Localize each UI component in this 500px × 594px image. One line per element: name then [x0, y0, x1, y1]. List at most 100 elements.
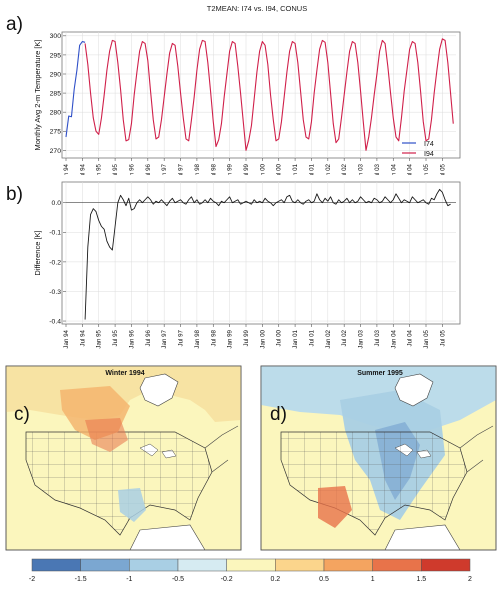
x-tick-label: Jan 98	[194, 329, 201, 348]
y-tick-label: 285	[50, 90, 62, 97]
y-ticks-a: 270 275 280 285 290 295 300	[50, 33, 66, 155]
legend-label-i74: I74	[424, 141, 434, 148]
series-line-difference	[84, 188, 451, 320]
y-tick-label: -0.1	[49, 230, 61, 237]
warm-anomaly-d	[318, 486, 352, 528]
figure-title: T2MEAN: I74 vs. I94, CONUS	[207, 4, 307, 13]
y-axis-label-b: Difference [K]	[33, 230, 42, 275]
colorbar-labels: -2 -1.5 -1 -0.5 -0.2 0.2 0.5 1 1.5 2	[29, 576, 472, 583]
y-tick-label: 275	[50, 129, 62, 136]
x-tick-label: Jan 97	[161, 329, 168, 348]
x-tick-label: Jan 03	[358, 163, 365, 175]
y-ticks-b: 0.0 -0.1 -0.2 -0.3 -0.4	[49, 200, 66, 325]
panel-label-c: c)	[14, 404, 30, 425]
colorbar-bin	[323, 558, 373, 572]
colorbar-bin	[177, 558, 227, 572]
x-tick-label: Jul 94	[79, 163, 86, 175]
x-tick-label: Jan 01	[292, 163, 299, 175]
x-tick-label: Jan 02	[325, 329, 332, 348]
x-tick-label: Jul 00	[276, 163, 283, 175]
maps-svg: Winter 1994 c) Summer 1995 d)	[5, 365, 497, 551]
x-tick-label: Jul 96	[145, 163, 152, 175]
y-tick-label: -0.4	[49, 318, 61, 325]
x-tick-label: Jul 95	[112, 329, 119, 346]
x-tick-label: Jan 99	[227, 329, 234, 348]
series-line-i74	[65, 40, 86, 138]
hudson-bay-c	[139, 373, 179, 407]
map-panels: Winter 1994 c) Summer 1995 d)	[0, 360, 500, 555]
x-tick-label: Jan 95	[96, 329, 103, 348]
x-tick-label: Jul 97	[178, 329, 185, 346]
gridlines-b	[65, 182, 456, 324]
x-tick-label: Jul 98	[210, 163, 217, 175]
y-tick-label: 270	[50, 148, 62, 155]
colorbar-bin	[421, 558, 471, 572]
colorbar-bin	[372, 558, 422, 572]
map-title-c: Winter 1994	[105, 370, 144, 377]
panel-label-a: a)	[6, 14, 23, 35]
y-tick-label: 290	[50, 71, 62, 78]
x-tick-label: Jan 95	[96, 163, 103, 175]
colorbar-tick-label: 2	[468, 576, 472, 583]
x-tick-label: Jul 94	[79, 329, 86, 346]
x-tick-label: Jul 01	[308, 163, 315, 175]
series-line-i94	[84, 38, 454, 151]
x-tick-label: Jan 94	[63, 329, 70, 348]
series-lines-a	[65, 38, 454, 151]
y-tick-label: 295	[50, 52, 62, 59]
panel-b: b) 0.0 -0.1 -0.2 -0.3 -0.4 Jan 94 Jul 94 Jan 9…	[0, 175, 500, 350]
x-tick-label: Jul 02	[341, 329, 348, 346]
panel-label-d: d)	[270, 404, 287, 425]
y-axis-label-a: Monthly Avg 2-m Temperature [K]	[33, 39, 42, 150]
colorbar-bin	[275, 558, 325, 572]
x-tick-label: Jul 98	[210, 329, 217, 346]
x-tick-label: Jan 97	[161, 163, 168, 175]
hudson-bay-d	[394, 373, 434, 407]
x-tick-label: Jan 01	[292, 329, 299, 348]
x-tick-label: Jan 98	[194, 163, 201, 175]
legend-a: I74 I94	[402, 141, 434, 158]
x-tick-label: Jul 05	[439, 329, 446, 346]
x-tick-label: Jul 03	[374, 329, 381, 346]
colorbar-bin	[80, 558, 130, 572]
x-tick-label: Jul 02	[341, 163, 348, 175]
map-c: Winter 1994 c)	[5, 365, 242, 551]
x-tick-label: Jan 02	[325, 163, 332, 175]
plot-area-b	[61, 181, 461, 325]
colorbar-bin	[129, 558, 179, 572]
warm-anomaly-c2	[85, 418, 128, 452]
x-tick-label: Jul 97	[178, 163, 185, 175]
x-tick-label: Jan 04	[390, 329, 397, 348]
y-tick-label: 0.0	[52, 200, 62, 207]
map-d: Summer 1995 d)	[260, 365, 497, 551]
x-tick-label: Jan 05	[423, 329, 430, 348]
panel-a: T2MEAN: I74 vs. I94, CONUS a) 270 275 280 2…	[0, 0, 500, 183]
colorbar-bin	[226, 558, 276, 572]
colorbar-tick-label: 0.5	[319, 576, 329, 583]
x-tick-label: Jul 00	[276, 329, 283, 346]
y-tick-label: -0.3	[49, 289, 61, 296]
x-tick-label: Jan 96	[128, 163, 135, 175]
series-lines-b	[84, 188, 451, 320]
x-tick-label: Jan 05	[423, 163, 430, 175]
x-ticks-a: Jan 94 Jul 94 Jan 95 Jul 95 Jan 96 Jul 96 Jan …	[63, 158, 446, 183]
x-tick-label: Jul 04	[407, 163, 414, 175]
colorbar-bins	[31, 558, 471, 572]
colorbar-tick-label: 1	[371, 576, 375, 583]
cool-anomaly-c	[118, 488, 146, 522]
y-tick-label: 300	[50, 33, 62, 40]
map-title-d: Summer 1995	[357, 370, 403, 377]
colorbar-tick-label: -0.2	[221, 576, 233, 583]
x-tick-label: Jul 95	[112, 163, 119, 175]
coastline-east-c	[204, 425, 239, 473]
colorbar-tick-label: -1	[126, 576, 132, 583]
colorbar-bin	[31, 558, 81, 572]
colorbar-tick-label: -0.5	[172, 576, 184, 583]
x-tick-label: Jul 01	[308, 329, 315, 346]
x-tick-label: Jan 00	[259, 329, 266, 348]
difference-chart: b) 0.0-0.1-0.2-0.3-0.4 Jan 94 Jul 94 Jan 9…	[6, 181, 461, 349]
x-tick-label: Jan 99	[227, 163, 234, 175]
y-tick-label: -0.2	[49, 259, 61, 266]
x-tick-label: Jan 00	[259, 163, 266, 175]
us-region-d	[280, 431, 468, 536]
